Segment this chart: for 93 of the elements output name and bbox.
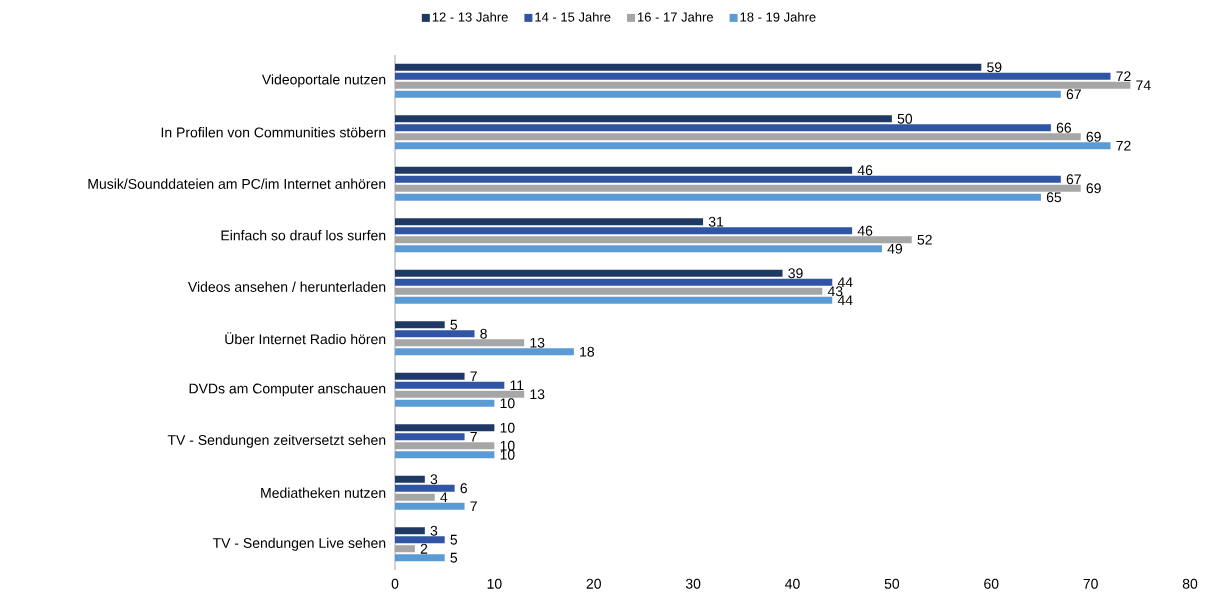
data-label: 13 (530, 389, 545, 400)
x-tick-label: 60 (984, 578, 999, 589)
bar (395, 399, 495, 407)
data-label: 13 (530, 337, 545, 348)
data-label: 52 (917, 234, 932, 245)
bar (395, 227, 853, 235)
bar (395, 166, 853, 174)
bar (395, 527, 425, 535)
bar (395, 424, 495, 432)
x-tick-label: 80 (1182, 578, 1198, 589)
data-label: 43 (827, 286, 843, 297)
data-label: 59 (987, 62, 1002, 73)
data-label: 7 (470, 501, 477, 512)
bar (395, 484, 455, 492)
data-label: 74 (1136, 80, 1151, 91)
data-label: 18 (580, 346, 595, 357)
y-tick-label: Musik/Sounddateien am PC/im Internet anhören (88, 178, 386, 189)
data-label: 50 (897, 113, 913, 124)
bar (395, 72, 1111, 80)
y-tick-label: In Profilen von Communities stöbern (161, 127, 386, 138)
data-label: 44 (837, 295, 853, 306)
data-label: 65 (1046, 192, 1062, 203)
bar (395, 321, 445, 329)
x-tick-label: 70 (1083, 578, 1098, 589)
y-tick-label: TV - Sendungen zeitversetzt sehen (167, 434, 386, 448)
data-label: 10 (500, 449, 515, 460)
data-label: 46 (857, 225, 873, 236)
bar (395, 296, 833, 304)
bar (395, 142, 1111, 150)
data-label: 46 (857, 165, 873, 176)
bar (395, 218, 704, 226)
data-label: 5 (450, 534, 458, 545)
y-tick-label: Mediatheken nutzen (261, 487, 386, 498)
bar (395, 90, 1061, 98)
y-tick-label: DVDs am Computer anschauen (189, 383, 386, 397)
bar (395, 63, 982, 71)
bar (395, 124, 1051, 132)
data-label: 5 (450, 319, 458, 330)
x-tick-label: 30 (685, 578, 701, 589)
bar (395, 175, 1061, 183)
data-label: 49 (887, 243, 903, 254)
data-label: 7 (470, 371, 477, 382)
data-label: 10 (500, 440, 515, 451)
data-label: 69 (1086, 131, 1101, 142)
data-label: 67 (1066, 174, 1081, 185)
bar (395, 475, 425, 483)
data-label: 8 (480, 328, 487, 339)
legend-label: 14 - 15 Jahre (535, 12, 611, 22)
bar (395, 554, 445, 562)
data-label: 7 (470, 431, 477, 442)
data-label: 69 (1086, 183, 1101, 194)
bar (395, 536, 445, 544)
y-tick-label: Einfach so drauf los surfen (221, 230, 386, 241)
bar (395, 115, 892, 123)
data-label: 66 (1056, 122, 1072, 133)
bar (395, 245, 882, 253)
data-label: 31 (708, 216, 724, 227)
y-tick-label: Über Internet Radio hören (225, 332, 386, 345)
x-tick-label: 50 (884, 578, 900, 589)
bar (395, 433, 465, 441)
data-label: 3 (430, 525, 438, 536)
data-label: 2 (420, 543, 428, 554)
data-label: 10 (500, 422, 515, 433)
bar (395, 278, 833, 286)
data-label: 44 (837, 277, 853, 288)
x-tick-label: 20 (586, 578, 601, 589)
bar (395, 193, 1041, 201)
x-tick-label: 40 (785, 578, 800, 589)
legend-label: 12 - 13 Jahre (432, 12, 508, 22)
y-tick-label: TV - Sendungen Live sehen (212, 537, 386, 551)
data-label: 5 (450, 552, 458, 563)
data-label: 3 (430, 474, 438, 485)
data-label: 67 (1066, 89, 1081, 100)
bar (395, 330, 475, 338)
data-label: 4 (440, 492, 448, 503)
y-tick-label: Videoportale nutzen (261, 74, 386, 88)
bar (395, 372, 465, 380)
legend-label: 18 - 19 Jahre (740, 12, 816, 22)
bar (395, 381, 505, 389)
x-tick-label: 10 (487, 578, 502, 589)
y-tick-label: Videos ansehen / herunterladen (187, 281, 386, 292)
data-label: 11 (510, 380, 524, 391)
legend-label: 16 - 17 Jahre (637, 12, 713, 22)
data-label: 39 (788, 268, 803, 279)
data-label: 72 (1116, 71, 1131, 82)
data-label: 10 (500, 398, 515, 409)
data-label: 6 (460, 483, 467, 494)
bar (395, 269, 783, 277)
x-tick-label: 0 (391, 578, 399, 589)
bar (395, 451, 495, 459)
bar (395, 348, 574, 356)
bar (395, 502, 465, 510)
data-label: 72 (1116, 140, 1131, 151)
